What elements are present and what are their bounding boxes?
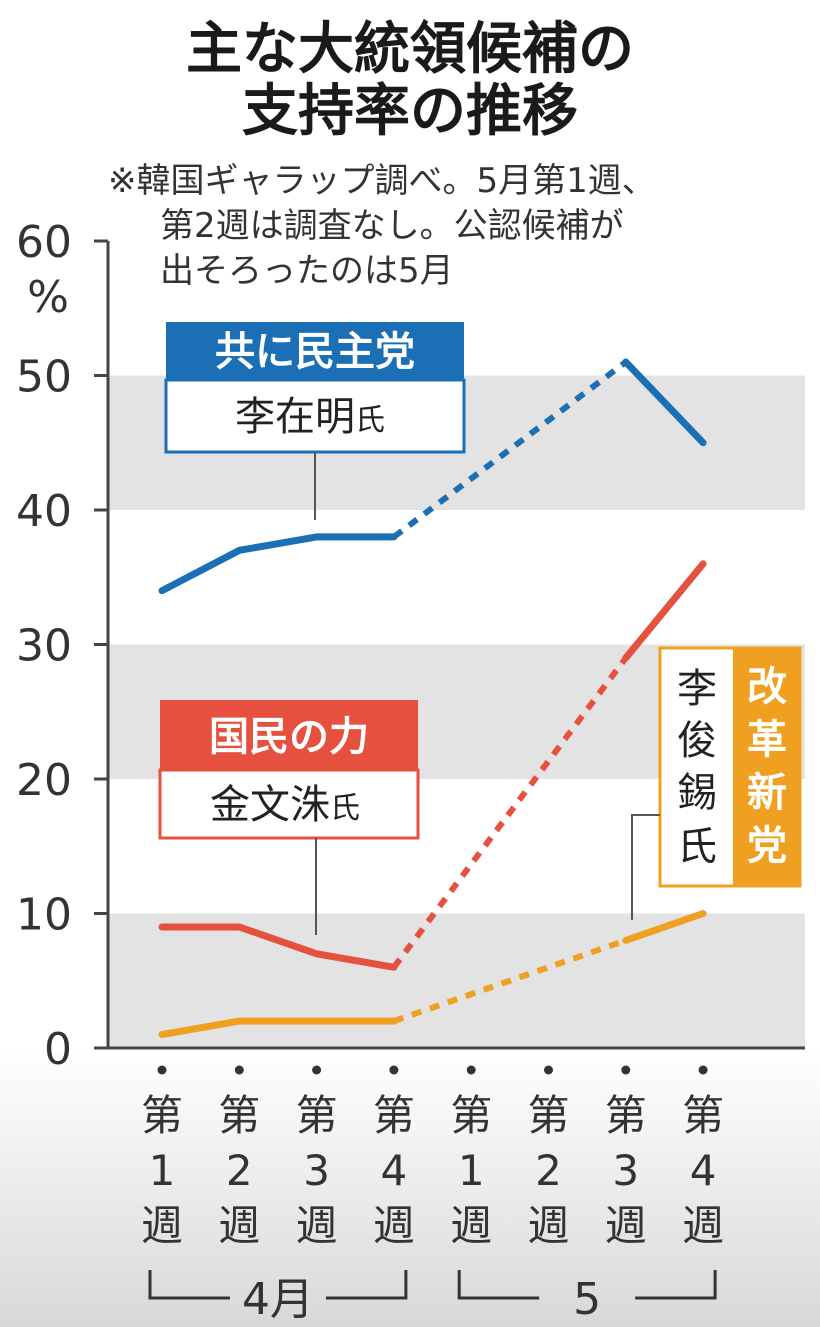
series-line-dashed [392,937,627,1024]
y-tick-label: 30 [16,621,72,672]
category-dot [621,1065,631,1075]
month-bracket [457,1270,540,1300]
series-line-solid [158,533,398,595]
legend-candidate-box [164,378,466,454]
month-bracket [148,1270,230,1300]
category-label: 週 [682,1201,724,1250]
legend-party-label: 共に民主党 [215,329,415,375]
y-tick-label: 0 [44,1024,72,1075]
chart-note: ※韓国ギャラップ調べ。5月第1週、 [108,161,656,201]
category-label: 週 [527,1201,569,1250]
chart-note: 出そろったのは5月 [160,251,454,291]
category-label: 週 [450,1201,492,1250]
category-dot [389,1065,399,1075]
category-label: 第 [527,1091,569,1140]
series-line-solid [158,1017,398,1039]
chart-note: 第2週は調査なし。公認候補が [160,206,624,246]
y-tick-label: 50 [16,352,72,403]
y-tick-label: 60 [16,217,72,268]
legend-party-box [160,700,418,770]
chart-title: 支持率の推移 [242,79,578,144]
legend-party-box [733,648,800,886]
category-dot [234,1065,244,1075]
series-line-solid [622,560,707,662]
y-axis-unit: % [27,272,69,323]
category-label: 第 [682,1091,724,1140]
legend-candidate-box [158,768,420,840]
category-dot [698,1065,708,1075]
category-label: 週 [373,1201,415,1250]
category-label: 第 [605,1091,647,1140]
category-label: 第 [218,1091,260,1140]
category-label: 第 [141,1091,183,1140]
series-line-solid [622,358,707,447]
month-label: 4月 [242,1274,314,1325]
y-tick-label: 20 [16,755,72,806]
month-label: 5 [573,1274,601,1325]
series-lines [158,358,707,1039]
legend-party-label: 国民の力 [209,714,369,760]
bottom-shade [0,1050,820,1327]
series-line-solid [622,910,707,944]
category-label: 週 [141,1201,183,1250]
axes [94,239,805,1300]
month-bracket [635,1270,717,1300]
series-line-solid [158,923,398,971]
category-label: 週 [605,1201,647,1250]
legend-party-box [166,322,464,380]
chart-text: 0102030405060%第1週第2週第3週第4週第1週第2週第3週第4週4月… [16,17,724,1325]
y-tick-label: 40 [16,486,72,537]
legend-party-label: 革 [747,717,787,763]
category-label: 2 [226,1146,253,1195]
chart-title: 主な大統領候補の [186,17,634,82]
category-label: 4 [381,1146,408,1195]
category-label: 1 [458,1146,485,1195]
legend-party-label: 党 [747,823,787,869]
category-label: 第 [450,1091,492,1140]
category-label: 週 [296,1201,338,1250]
legend-candidate-suffix: 氏 [677,824,717,870]
month-bracket [325,1270,408,1300]
category-label: 3 [612,1146,639,1195]
category-label: 1 [149,1146,176,1195]
legend-leader [631,814,660,920]
category-dot [466,1065,476,1075]
category-label: 3 [303,1146,330,1195]
category-label: 2 [535,1146,562,1195]
legend-party-label: 新 [747,770,787,816]
category-label: 4 [690,1146,717,1195]
legend-party-label: 改 [747,664,787,710]
category-label: 週 [218,1201,260,1250]
legend-candidate-label: 錫 [677,770,717,816]
category-dot [157,1065,167,1075]
series-line-dashed [391,656,629,970]
legend-candidate-label: 李 [677,666,717,712]
category-dot [312,1065,322,1075]
category-dot [544,1065,553,1075]
category-label: 第 [373,1091,415,1140]
legend-candidate-label: 俊 [677,718,717,764]
y-tick-label: 10 [16,890,72,941]
category-label: 第 [296,1091,338,1140]
